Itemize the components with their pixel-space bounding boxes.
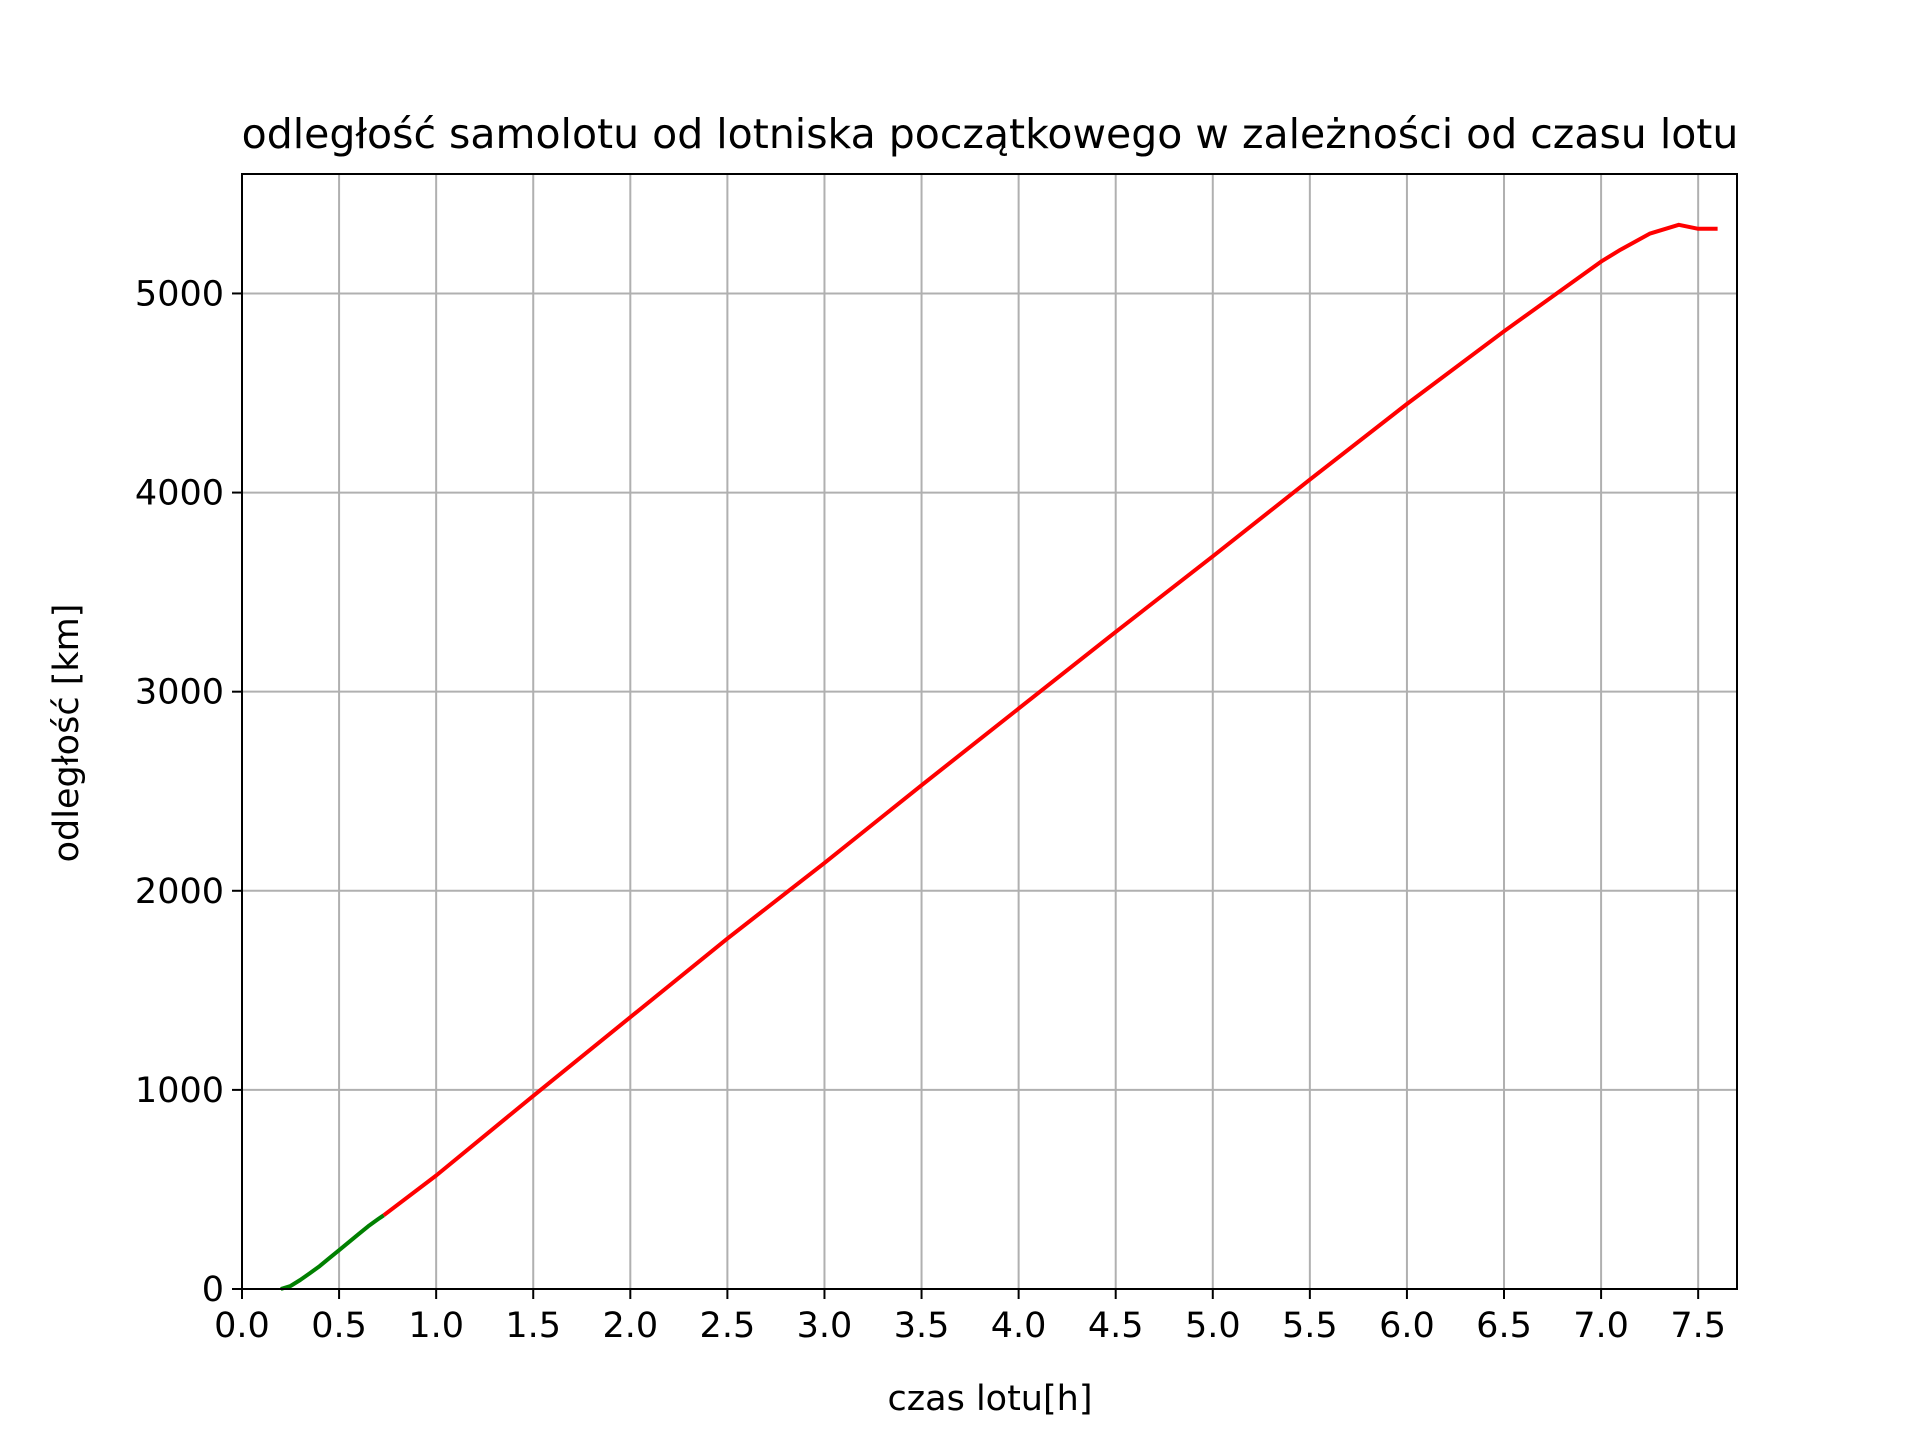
axis-ticks: 0.0 0.5 1.0 1.5 2.0 2.5 3.0 3.5 4.0 4.5 5.0 5.5 6.0 6… xyxy=(135,274,1726,1346)
x-tick-label: 5.5 xyxy=(1282,1306,1338,1346)
x-tick-label: 3.5 xyxy=(894,1306,950,1346)
x-tick-label: 6.5 xyxy=(1476,1306,1532,1346)
x-tick-label: 2.0 xyxy=(602,1306,658,1346)
x-tick-label: 2.5 xyxy=(700,1306,756,1346)
y-axis-label: odległość [km] xyxy=(47,604,87,863)
data-series xyxy=(280,222,1718,1291)
y-tick-label: 2000 xyxy=(135,872,224,912)
x-tick-label: 3.0 xyxy=(797,1306,853,1346)
x-tick-label: 7.5 xyxy=(1670,1306,1726,1346)
y-tick-label: 0 xyxy=(202,1270,224,1310)
x-tick-label: 4.5 xyxy=(1088,1306,1144,1346)
x-tick-label: 7.0 xyxy=(1573,1306,1629,1346)
y-tick-label: 4000 xyxy=(135,474,224,514)
chart-title: odległość samolotu od lotniska początkow… xyxy=(242,110,1739,158)
x-tick-label: 4.0 xyxy=(991,1306,1047,1346)
x-tick-label: 1.0 xyxy=(408,1306,464,1346)
series-line-2 xyxy=(382,222,1718,1217)
x-tick-label: 0.5 xyxy=(311,1306,367,1346)
x-tick-label: 0.0 xyxy=(214,1306,270,1346)
x-tick-label: 5.0 xyxy=(1185,1306,1241,1346)
y-tick-label: 5000 xyxy=(135,274,224,314)
x-tick-label: 6.0 xyxy=(1379,1306,1435,1346)
y-tick-label: 1000 xyxy=(135,1071,224,1111)
y-tick-label: 3000 xyxy=(135,673,224,713)
x-tick-label: 1.5 xyxy=(505,1306,561,1346)
x-axis-label: czas lotu[h] xyxy=(888,1379,1093,1419)
plot-frame xyxy=(241,173,1738,1290)
series-line-1 xyxy=(280,1213,385,1291)
